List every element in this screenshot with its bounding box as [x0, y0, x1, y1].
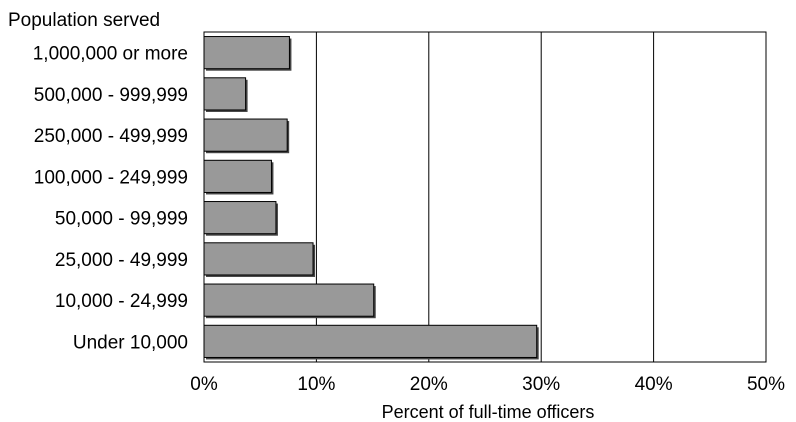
- x-tick-label: 0%: [190, 374, 218, 395]
- bars: [203, 36, 539, 360]
- bar: [203, 201, 277, 235]
- category-label: 10,000 - 24,999: [55, 291, 188, 312]
- bar: [203, 118, 288, 152]
- x-tick-labels: 0% 10% 20% 30% 40% 50%: [190, 374, 785, 395]
- bar: [203, 77, 247, 111]
- bar: [203, 159, 272, 193]
- category-label: 100,000 - 249,999: [34, 167, 188, 188]
- category-label: 1,000,000 or more: [33, 44, 188, 65]
- x-tick-label: 10%: [297, 374, 335, 395]
- bar: [203, 36, 290, 70]
- x-tick-label: 40%: [635, 374, 673, 395]
- category-labels: 1,000,000 or more 500,000 - 999,999 250,00…: [33, 44, 188, 354]
- category-label: 250,000 - 499,999: [34, 126, 188, 147]
- x-tick-label: 50%: [747, 374, 785, 395]
- bar: [203, 283, 375, 317]
- category-label: 500,000 - 999,999: [34, 85, 188, 106]
- y-axis-title: Population served: [8, 10, 160, 31]
- x-tick-label: 20%: [410, 374, 448, 395]
- category-label: Under 10,000: [73, 332, 188, 353]
- plot-area-frame: [203, 31, 767, 363]
- bar: [203, 324, 538, 358]
- bar: [203, 242, 314, 276]
- x-axis-title: Percent of full-time officers: [382, 402, 595, 422]
- x-tick-label: 30%: [522, 374, 560, 395]
- category-label: 25,000 - 49,999: [55, 250, 188, 271]
- category-label: 50,000 - 99,999: [55, 209, 188, 230]
